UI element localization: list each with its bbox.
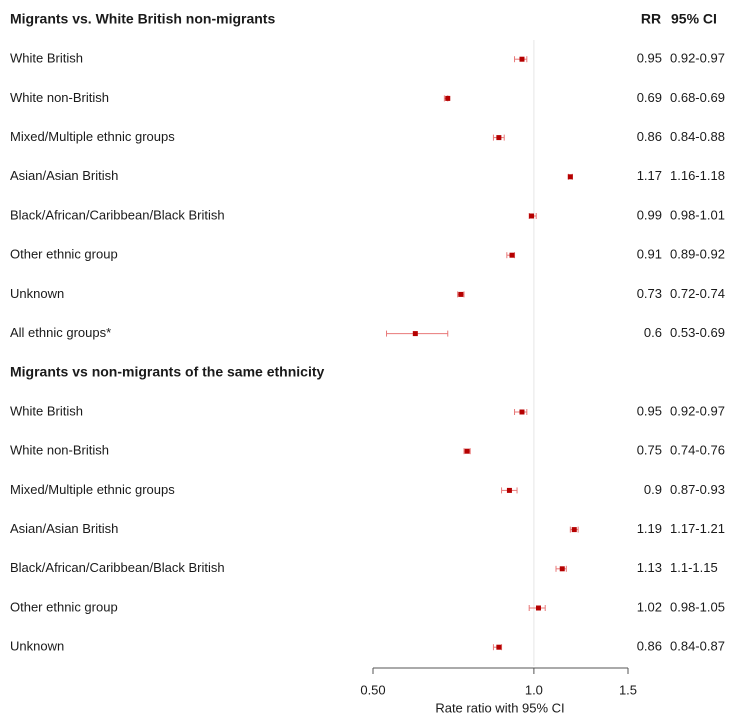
ci-value: 0.92-0.97 [670, 51, 725, 66]
point-estimate [559, 566, 565, 572]
ci-value: 0.74-0.76 [670, 443, 725, 458]
row-label: Asian/Asian British [10, 168, 118, 183]
rr-value: 0.91 [637, 247, 662, 262]
rr-value: 0.99 [637, 207, 662, 222]
point-estimate [519, 56, 525, 62]
rr-value: 0.75 [637, 443, 662, 458]
point-estimate [445, 95, 451, 101]
rr-value: 1.02 [637, 599, 662, 614]
point-estimate [464, 448, 470, 454]
x-axis-label: Rate ratio with 95% CI [435, 700, 564, 715]
ci-value: 1.17-1.21 [670, 521, 725, 536]
section-title: Migrants vs. White British non-migrants [10, 11, 275, 27]
ci-value: 1.16-1.18 [670, 168, 725, 183]
point-estimate [529, 213, 535, 219]
rr-value: 0.95 [637, 51, 662, 66]
ci-value: 0.87-0.93 [670, 482, 725, 497]
row-label: White British [10, 51, 83, 66]
column-header: 95% CI [671, 11, 717, 27]
row-label: Unknown [10, 286, 64, 301]
point-estimate [519, 409, 525, 415]
ci-value: 0.92-0.97 [670, 403, 725, 418]
rr-value: 1.17 [637, 168, 662, 183]
ci-value: 0.68-0.69 [670, 90, 725, 105]
row-label: Mixed/Multiple ethnic groups [10, 129, 175, 144]
rr-value: 0.6 [644, 325, 662, 340]
rr-value: 1.13 [637, 560, 662, 575]
point-estimate [496, 644, 502, 650]
ci-value: 0.98-1.05 [670, 599, 725, 614]
row-label: Other ethnic group [10, 247, 118, 262]
column-header: RR [641, 11, 661, 27]
point-estimate [496, 135, 502, 141]
point-estimate [567, 174, 573, 180]
rr-value: 0.95 [637, 403, 662, 418]
ci-value: 0.72-0.74 [670, 286, 725, 301]
ci-value: 0.98-1.01 [670, 207, 725, 222]
row-label: Other ethnic group [10, 599, 118, 614]
row-label: White non-British [10, 90, 109, 105]
row-label: Black/African/Caribbean/Black British [10, 560, 225, 575]
row-label: All ethnic groups* [10, 325, 111, 340]
row-label: Mixed/Multiple ethnic groups [10, 482, 175, 497]
row-label: Asian/Asian British [10, 521, 118, 536]
rr-value: 0.73 [637, 286, 662, 301]
rr-value: 0.86 [637, 639, 662, 654]
row-label: Unknown [10, 639, 64, 654]
point-estimate [412, 331, 418, 337]
row-label: Black/African/Caribbean/Black British [10, 207, 225, 222]
row-label: White non-British [10, 443, 109, 458]
row-label: White British [10, 403, 83, 418]
x-tick-label: 1.5 [619, 682, 637, 697]
x-tick-label: 1.0 [525, 682, 543, 697]
rr-value: 0.69 [637, 90, 662, 105]
rr-value: 0.9 [644, 482, 662, 497]
ci-value: 0.53-0.69 [670, 325, 725, 340]
rr-value: 0.86 [637, 129, 662, 144]
x-tick-label: 0.50 [360, 682, 385, 697]
section-title: Migrants vs non-migrants of the same eth… [10, 364, 324, 380]
ci-value: 1.1-1.15 [670, 560, 718, 575]
rr-value: 1.19 [637, 521, 662, 536]
point-estimate [571, 527, 577, 533]
point-estimate [506, 487, 512, 493]
ci-value: 0.84-0.87 [670, 639, 725, 654]
ci-value: 0.89-0.92 [670, 247, 725, 262]
point-estimate [458, 291, 464, 297]
ci-value: 0.84-0.88 [670, 129, 725, 144]
point-estimate [509, 252, 515, 258]
point-estimate [535, 605, 541, 611]
